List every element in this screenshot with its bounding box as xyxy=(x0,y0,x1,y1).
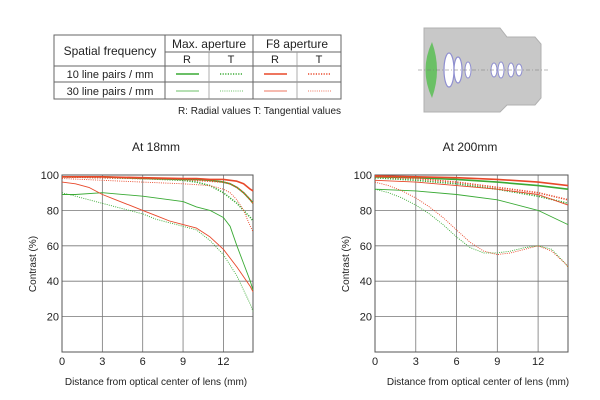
x-axis-label: Distance from optical center of lens (mm… xyxy=(65,377,247,388)
y-tick-label: 80 xyxy=(360,205,372,217)
chart-title: At 18mm xyxy=(132,140,180,154)
legend-subheader: R xyxy=(271,54,279,66)
plot-frame xyxy=(61,174,254,353)
legend-subheader: T xyxy=(316,54,323,66)
series-line-f8-10lp-r xyxy=(374,175,569,187)
y-tick-label: 20 xyxy=(360,312,372,324)
legend-row-header: Spatial frequency xyxy=(64,44,157,58)
y-tick-label: 40 xyxy=(360,276,372,288)
y-tick-label: 80 xyxy=(47,205,59,217)
plot-frame xyxy=(374,174,569,353)
y-tick-label: 60 xyxy=(360,241,372,253)
series-line-max-30lp-t xyxy=(374,188,569,268)
series-line-max-10lp-t xyxy=(61,176,254,222)
x-tick-label: 9 xyxy=(494,356,500,368)
y-tick-label: 100 xyxy=(41,170,59,182)
x-tick-label: 3 xyxy=(99,356,105,368)
legend-group-header-max: Max. aperture xyxy=(172,37,246,51)
x-tick-label: 6 xyxy=(140,356,146,368)
series-line-f8-30lp-r xyxy=(374,179,569,206)
legend-note: R: Radial values T: Tangential values xyxy=(178,106,341,117)
series-line-f8-30lp-t xyxy=(61,178,254,232)
x-tick-label: 0 xyxy=(372,356,378,368)
x-tick-label: 3 xyxy=(413,356,419,368)
mtf-chart-18mm: At 18mm Contrast (%) Distance from optic… xyxy=(28,140,254,388)
x-tick-label: 6 xyxy=(453,356,459,368)
x-tick-label: 12 xyxy=(532,356,544,368)
y-axis-label: Contrast (%) xyxy=(341,236,352,292)
series-line-f8-30lp-r xyxy=(61,181,254,293)
legend-subheader: T xyxy=(228,54,235,66)
legend-row-label-30lp: 30 line pairs / mm xyxy=(67,86,154,98)
mtf-chart-200mm: At 200mm Contrast (%) Distance from opti… xyxy=(341,140,569,388)
y-tick-label: 100 xyxy=(354,170,372,182)
lens-cross-section-diagram xyxy=(418,27,548,113)
legend-table: Spatial frequency Max. aperture F8 apert… xyxy=(53,34,342,100)
series-line-f8-10lp-r xyxy=(62,176,254,192)
series-line-max-10lp-r xyxy=(374,176,569,190)
x-tick-label: 9 xyxy=(180,356,186,368)
x-axis-label: Distance from optical center of lens (mm… xyxy=(387,377,569,388)
legend-group-header-f8: F8 aperture xyxy=(266,37,328,51)
legend-subheader: R xyxy=(183,54,191,66)
x-tick-label: 12 xyxy=(217,356,229,368)
y-tick-label: 20 xyxy=(47,312,59,324)
series-line-max-30lp-r xyxy=(62,192,254,291)
chart-title: At 200mm xyxy=(443,140,498,154)
x-tick-label: 0 xyxy=(59,356,65,368)
series-line-max-30lp-r xyxy=(374,188,569,226)
y-tick-label: 60 xyxy=(47,241,59,253)
y-tick-label: 40 xyxy=(47,276,59,288)
legend-table-border xyxy=(53,34,342,100)
legend-row-label-10lp: 10 line pairs / mm xyxy=(67,69,154,81)
lens-front-element xyxy=(425,42,437,98)
y-axis-label: Contrast (%) xyxy=(28,236,39,292)
